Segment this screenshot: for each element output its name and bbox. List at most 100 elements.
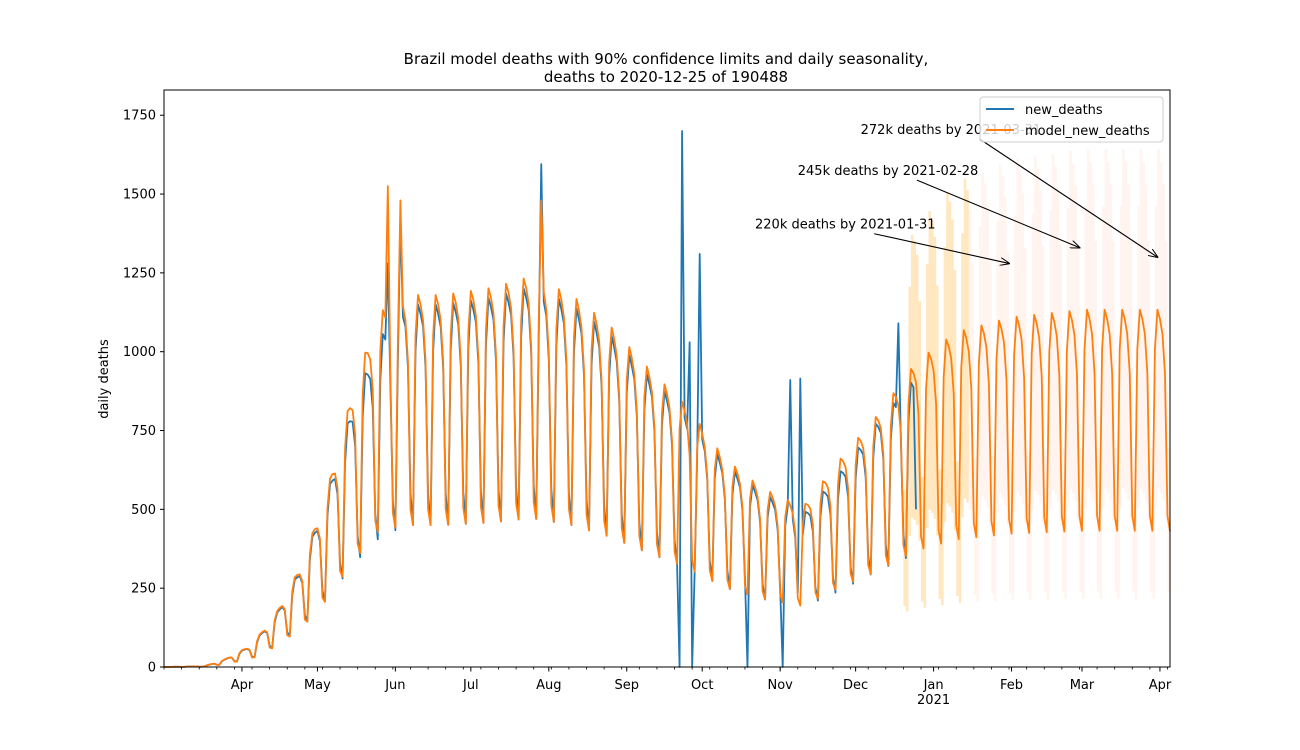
annotation-text-0: 220k deaths by 2021-01-31 [755,218,936,233]
confidence-band-2021-01-18 [976,478,979,603]
confidence-band-2021-01-19 [978,227,982,516]
confidence-band-2021-01-20 [981,171,984,497]
confidence-band-2021-03-20 [1129,241,1133,521]
confidence-band-2021-01-04 [941,488,944,606]
x-tick-label-2020-12-01: Dec [843,678,868,693]
confidence-band-2021-02-23 [1066,208,1070,509]
confidence-band-2021-01-13 [963,178,967,499]
confidence-band-2020-12-29 [926,263,929,528]
confidence-band-2020-12-28 [923,495,927,608]
annotation-arrow-1 [916,179,1080,248]
confidence-band-2021-01-30 [1006,251,1010,524]
y-tick-label-750: 750 [131,424,156,439]
confidence-band-2021-01-25 [993,476,997,602]
confidence-band-2021-03-01 [1081,469,1085,599]
x-tick-label-2020-10-01: Oct [691,678,713,693]
confidence-band-2021-03-29 [1152,469,1155,599]
confidence-band-2021-03-31 [1157,149,1160,489]
chart-title-line1: Brazil model deaths with 90% confidence … [404,50,929,68]
x-tick-label-2020-05-01: May [304,678,331,693]
x-tick-label-2021-01-01: Jan [923,678,944,693]
annotation-layer: 220k deaths by 2021-01-31 245k deaths by … [755,123,1157,263]
y-tick-label-1250: 1250 [123,266,156,281]
confidence-band-2020-12-30 [928,211,932,510]
x-tick-label-2021-03-01: Mar [1070,678,1095,693]
y-tick-label-250: 250 [131,582,156,597]
annotation-arrow-2 [979,138,1158,257]
confidence-band-2021-02-27 [1076,241,1080,521]
confidence-band-2021-03-16 [1119,206,1123,509]
confidence-band-2021-03-10 [1104,149,1108,489]
confidence-band-2021-04-03 [1164,241,1168,521]
y-tick-label-1000: 1000 [123,345,156,360]
confidence-band-2020-12-21 [905,505,909,612]
plot-frame [163,89,1171,668]
confidence-band-2021-01-16 [971,263,974,528]
confidence-band-2021-01-02 [936,285,939,536]
confidence-band-2021-02-15 [1046,471,1050,600]
axes-layer: 0 250 500 750 1000 1250 1500 1750 Apr May Jun Jul Au… [123,89,1172,708]
confidence-band-2021-02-22 [1064,470,1067,600]
y-tick-label-0: 0 [148,661,156,676]
confidence-band-2021-03-13 [1112,241,1115,521]
legend-label-new-deaths: new_deaths [1025,103,1103,118]
confidence-band-2021-01-05 [943,246,947,523]
x-tick-label-2020-08-01: Aug [536,678,561,693]
confidence-band-2021-03-17 [1122,149,1125,489]
x-tick-label-2020-04-01: Apr [231,678,254,693]
y-tick-label-1750: 1750 [123,109,156,124]
x-tick-label-2020-11-01: Nov [767,678,793,693]
confidence-band-2021-03-24 [1139,149,1143,489]
confidence-band-2021-01-23 [988,257,992,526]
confidence-band-2021-02-24 [1069,151,1072,490]
confidence-band-2021-02-16 [1049,210,1052,510]
confidence-band-2021-02-09 [1031,213,1035,511]
confidence-band-2021-03-15 [1117,469,1120,599]
confidence-band-2021-02-13 [1041,246,1045,522]
confidence-band-2021-02-20 [1059,244,1062,522]
confidence-band-2020-12-23 [910,234,914,518]
chart-title-line2: deaths to 2020-12-25 of 190488 [544,68,788,86]
confidence-band-2021-03-02 [1084,206,1088,509]
confidence-band-2021-03-06 [1094,241,1098,521]
confidence-band-2021-02-03 [1016,159,1020,492]
confidence-band-2021-02-06 [1024,248,1027,523]
confidence-band-2021-02-01 [1011,473,1015,601]
legend-box [979,96,1164,143]
confidence-band-2021-02-10 [1034,156,1037,491]
series-line-model-new-deaths [163,185,1171,668]
confidence-band-2021-01-11 [958,481,962,604]
confidence-band-2021-01-27 [998,164,1002,494]
confidence-band-2021-03-03 [1087,149,1090,489]
series-layer [163,130,1171,668]
confidence-band-2021-01-26 [996,220,999,514]
confidence-band-2021-01-09 [953,270,957,531]
confidence-band-2020-12-26 [918,301,922,541]
y-axis-label: daily deaths [97,339,112,419]
confidence-band-2021-02-02 [1014,215,1017,512]
confidence-band-2021-03-27 [1147,241,1150,521]
legend-label-model-new-deaths: model_new_deaths [1025,124,1150,139]
confidence-band-2021-03-09 [1102,206,1105,509]
y-tick-label-1500: 1500 [123,188,156,203]
x-tick-label-2021-04-01: Apr [1149,678,1172,693]
confidence-band-2021-02-17 [1051,153,1055,490]
series-line-new-deaths [163,130,917,668]
x-tick-label-2020-07-01: Jul [462,678,479,693]
y-tick-label-500: 500 [131,503,156,518]
x-tick-sublabel-2021-01-01: 2021 [917,693,950,708]
confidence-band-2021-03-23 [1137,206,1140,509]
confidence-band-2021-03-22 [1134,469,1138,599]
annotation-text-1: 245k deaths by 2021-02-28 [798,164,979,179]
annotation-arrow-0 [874,233,1009,264]
confidence-band-2021-01-12 [961,233,964,518]
confidence-band-2021-03-08 [1099,469,1103,599]
legend: new_deaths model_new_deaths [979,96,1164,143]
confidence-band-2021-02-08 [1029,472,1032,600]
x-tick-label-2020-09-01: Sep [615,678,640,693]
x-tick-label-2021-02-01: Feb [1000,678,1023,693]
confidence-band-2021-03-30 [1154,206,1158,509]
confidence-band-2021-01-06 [946,192,949,504]
x-tick-label-2020-06-01: Jun [384,678,405,693]
